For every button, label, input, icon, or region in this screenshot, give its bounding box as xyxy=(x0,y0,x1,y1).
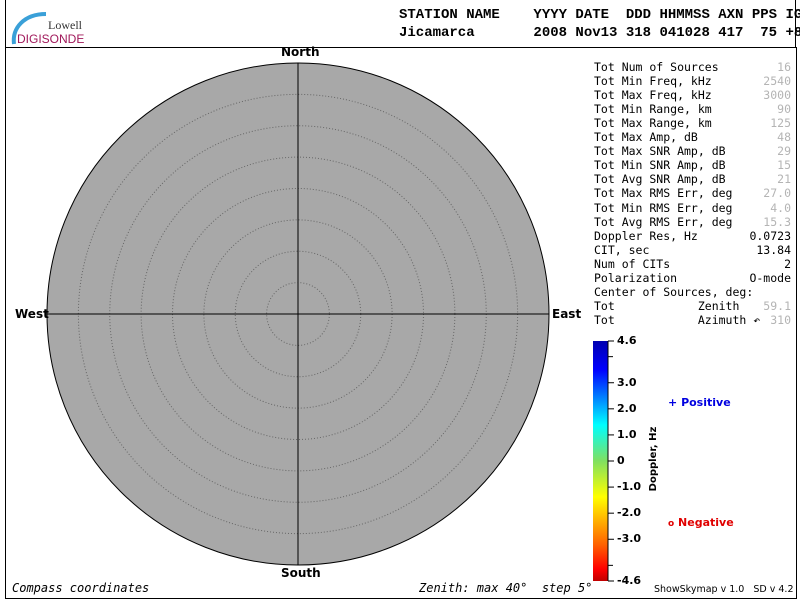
stat-label: Tot Avg RMS Err, deg xyxy=(594,214,733,229)
legend-positive-label: Positive xyxy=(681,396,731,409)
stat-label: Doppler Res, Hz xyxy=(594,228,698,243)
logo-lowell: Lowell xyxy=(48,18,82,32)
digisonde-logo: Lowell DIGISONDE xyxy=(10,10,90,46)
stat-value: 59.1 xyxy=(763,298,791,313)
colorbar-tick-label: 1.0 xyxy=(617,427,637,441)
stat-row: CIT, sec 13.84 xyxy=(594,243,791,257)
stat-row: Center of Sources, deg: xyxy=(594,285,791,299)
stat-label: Tot Max RMS Err, deg xyxy=(594,186,733,201)
stat-value: 3000 xyxy=(763,88,791,103)
stat-label: Polarization xyxy=(594,270,678,285)
stat-row: Tot Max Freq, kHz 3000 xyxy=(594,88,791,102)
west-label: West xyxy=(15,307,49,321)
stat-row: Tot Max RMS Err, deg 27.0 xyxy=(594,186,791,200)
legend-negative-label: Negative xyxy=(678,516,734,529)
colorbar-tick-label: 4.6 xyxy=(617,334,637,347)
stat-value: 15.3 xyxy=(763,214,791,229)
stat-row: Tot Avg RMS Err, deg 15.3 xyxy=(594,215,791,229)
colorbar-tick-label: 0 xyxy=(617,454,625,467)
footer-center: Zenith: max 40° step 5° xyxy=(419,581,593,595)
stat-row: Polarization O-mode xyxy=(594,271,791,285)
plus-icon: + xyxy=(668,396,678,409)
east-label: East xyxy=(552,307,582,321)
stat-value: 21 xyxy=(777,172,791,187)
south-label: South xyxy=(281,566,321,580)
header-values: Jicamarca 2008 Nov13 318 041028 417 75 +… xyxy=(399,25,800,41)
stat-row: Tot Zenith 59.1 xyxy=(594,299,791,313)
stat-row: Doppler Res, Hz 0.0723 xyxy=(594,229,791,243)
stat-row: Tot Max Amp, dB 48 xyxy=(594,130,791,144)
legend-positive: + Positive xyxy=(668,396,731,409)
stat-label: Tot Azimuth ↶ xyxy=(594,312,761,327)
stat-value: 15 xyxy=(777,158,791,173)
colorbar-tick-label: 3.0 xyxy=(617,375,637,389)
plot-frame xyxy=(5,47,797,599)
stat-label: Tot Max SNR Amp, dB xyxy=(594,144,726,159)
stat-value: 2540 xyxy=(763,74,791,89)
stat-row: Tot Min Freq, kHz 2540 xyxy=(594,74,791,88)
circle-icon: o xyxy=(668,519,675,529)
stat-label: Tot Min Range, km xyxy=(594,102,712,117)
stat-row: Tot Min Range, km 90 xyxy=(594,102,791,116)
stat-value: 48 xyxy=(777,130,791,145)
stat-value: 29 xyxy=(777,144,791,159)
colorbar-tick-label: -3.0 xyxy=(617,532,642,546)
frame-left-top xyxy=(5,0,6,48)
stat-label: Tot Max Amp, dB xyxy=(594,130,698,145)
north-label: North xyxy=(281,45,320,59)
logo-digisonde: DIGISONDE xyxy=(17,32,85,46)
stat-value: 2 xyxy=(784,256,791,271)
stat-label: Tot Min RMS Err, deg xyxy=(594,200,733,215)
frame-right-top xyxy=(795,0,796,48)
stat-row: Tot Num of Sources 16 xyxy=(594,60,791,74)
stat-label: Tot Min SNR Amp, dB xyxy=(594,158,726,173)
stat-value: 27.0 xyxy=(763,186,791,201)
stat-label: CIT, sec xyxy=(594,242,650,257)
colorbar-tick-label: -4.6 xyxy=(617,574,642,587)
stat-value: 125 xyxy=(770,116,791,131)
stat-value: 0.0723 xyxy=(749,228,791,243)
legend-negative: o Negative xyxy=(668,516,734,529)
stat-value: 13.84 xyxy=(756,242,791,257)
stat-value: 16 xyxy=(777,60,791,74)
stat-label: Tot Max Range, km xyxy=(594,116,712,131)
stat-row: Tot Avg SNR Amp, dB 21 xyxy=(594,172,791,186)
stat-row: Tot Azimuth ↶ 310 xyxy=(594,313,791,327)
stat-label: Tot Num of Sources xyxy=(594,60,719,74)
stat-label: Center of Sources, deg: xyxy=(594,284,754,299)
stat-value: O-mode xyxy=(749,270,791,285)
stat-label: Tot Min Freq, kHz xyxy=(594,74,712,89)
stat-row: Tot Max SNR Amp, dB 29 xyxy=(594,144,791,158)
stat-row: Tot Min RMS Err, deg 4.0 xyxy=(594,201,791,215)
stat-label: Tot Max Freq, kHz xyxy=(594,88,712,103)
colorbar-tick-label: -1.0 xyxy=(617,480,642,494)
footer-right: ShowSkymap v 1.0 SD v 4.2 xyxy=(654,584,794,595)
header-labels: STATION NAME YYYY DATE DDD HHMMSS AXN PP… xyxy=(399,7,800,23)
stat-value: 4.0 xyxy=(770,200,791,215)
colorbar-tick-label: 2.0 xyxy=(617,401,637,415)
colorbar xyxy=(593,341,608,581)
colorbar-tick-label: -2.0 xyxy=(617,506,642,520)
stat-label: Tot Avg SNR Amp, dB xyxy=(594,172,726,187)
stat-row: Tot Min SNR Amp, dB 15 xyxy=(594,158,791,172)
footer-left: Compass coordinates xyxy=(12,581,150,595)
stat-value: 90 xyxy=(777,102,791,117)
stat-label: Tot Zenith xyxy=(594,298,740,313)
stat-value: 310 xyxy=(770,312,791,327)
stat-label: Num of CITs xyxy=(594,256,671,271)
stat-row: Num of CITs 2 xyxy=(594,257,791,271)
colorbar-label: Doppler, Hz xyxy=(648,426,659,492)
stat-row: Tot Max Range, km 125 xyxy=(594,116,791,130)
